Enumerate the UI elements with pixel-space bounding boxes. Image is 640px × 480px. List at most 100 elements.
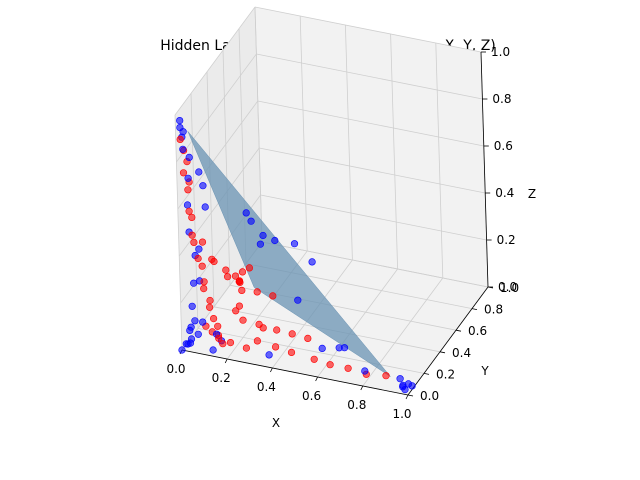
grid-line-x-back	[299, 15, 308, 252]
y-tick-label: 0.2	[436, 367, 455, 381]
x-tick-label: 0.8	[347, 398, 366, 412]
blue-point	[201, 203, 209, 211]
y-tick-mark	[439, 351, 446, 354]
grid-line-x-back	[390, 33, 398, 270]
grid-line-y-left	[222, 50, 231, 286]
red-point	[239, 316, 247, 324]
blue-point	[265, 351, 273, 359]
blue-point	[318, 344, 326, 353]
red-point	[259, 324, 267, 332]
x-tick-mark	[270, 367, 273, 373]
blue-point	[187, 323, 195, 331]
red-point	[200, 285, 208, 293]
x-tick-label: 0.2	[212, 371, 231, 385]
grid-line-x-floor	[317, 268, 398, 378]
y-tick-label: 0.6	[468, 324, 487, 338]
grid-line-y-floor	[261, 241, 489, 288]
x-tick-mark	[315, 376, 318, 382]
grid-line-y-left	[254, 6, 263, 243]
surface-plane	[187, 131, 391, 377]
blue-point	[178, 346, 186, 354]
z-tick-label: 0.2	[497, 233, 516, 247]
red-point	[214, 322, 222, 330]
grid-line-z-back	[260, 194, 487, 241]
grid-line-y-floor	[197, 328, 425, 374]
x-tick-mark	[224, 358, 228, 364]
red-point	[188, 213, 196, 221]
red-point	[226, 339, 235, 347]
back-pane	[255, 7, 488, 287]
z-tick-label: 0.8	[492, 92, 511, 106]
red-point	[253, 288, 261, 296]
z-tick-label: 0.0	[498, 280, 517, 294]
blue-point	[259, 231, 267, 240]
blue-point	[191, 317, 199, 325]
x-tick-mark	[360, 385, 364, 391]
blue-point	[185, 153, 193, 161]
blue-point	[256, 240, 265, 248]
red-point	[326, 361, 334, 369]
red-point	[190, 238, 198, 246]
red-point	[194, 254, 202, 263]
red-point	[273, 326, 281, 334]
x-axis-line	[181, 349, 409, 396]
y-tick-mark	[471, 308, 478, 310]
z-axis-label: Z	[528, 187, 536, 201]
red-point	[222, 266, 230, 274]
red-point	[344, 364, 352, 372]
red-point	[236, 278, 244, 287]
blue-point	[361, 367, 369, 375]
blue-point	[290, 240, 299, 248]
red-point	[188, 231, 196, 239]
scatter-points	[176, 116, 416, 394]
blue-point	[242, 209, 250, 217]
z-axis-line	[480, 51, 489, 288]
x-tick-label: 0.4	[257, 380, 276, 394]
grid-line-z-back	[256, 53, 483, 100]
axis-lines	[181, 51, 489, 396]
grid-line-z-left	[174, 6, 256, 116]
y-tick-mark	[455, 329, 462, 332]
tick-labels: 0.00.20.40.60.81.00.00.20.40.60.81.00.00…	[166, 45, 519, 421]
red-point	[200, 278, 208, 286]
blue-point	[294, 296, 302, 304]
x-tick-label: 0.6	[302, 389, 321, 403]
z-tick-label: 0.6	[494, 139, 513, 153]
red-point	[288, 330, 296, 338]
grid-line-x-floor	[362, 277, 444, 387]
red-point	[231, 272, 240, 280]
blue-point	[401, 386, 409, 394]
red-point	[198, 238, 207, 246]
red-point	[206, 303, 214, 311]
blue-point	[195, 245, 203, 253]
blue-point	[199, 182, 207, 190]
blue-point	[182, 340, 190, 348]
red-point	[210, 315, 218, 323]
red-point	[245, 264, 253, 272]
red-point	[310, 355, 318, 363]
y-tick-label: 0.8	[484, 303, 503, 317]
blue-point	[335, 344, 343, 352]
red-point	[287, 348, 296, 357]
blue-point	[183, 201, 192, 209]
red-point	[238, 268, 247, 276]
blue-point	[194, 330, 202, 338]
grid-line-y-left	[206, 71, 215, 307]
grid-line-y-left	[190, 93, 199, 329]
grid-line-x-back	[345, 24, 353, 261]
blue-point	[179, 145, 187, 153]
blue-point	[176, 123, 184, 132]
red-point	[269, 292, 277, 300]
blue-point	[188, 302, 196, 310]
red-point	[235, 302, 243, 310]
red-point	[215, 334, 223, 342]
x-tick-mark	[405, 394, 409, 400]
blue-point	[176, 116, 184, 125]
red-point	[185, 207, 193, 215]
red-point	[253, 337, 261, 345]
red-point	[208, 255, 216, 263]
grid-line-z-back	[254, 6, 482, 53]
decision-surface	[187, 131, 391, 377]
red-point	[272, 343, 280, 351]
blue-point	[184, 174, 192, 182]
